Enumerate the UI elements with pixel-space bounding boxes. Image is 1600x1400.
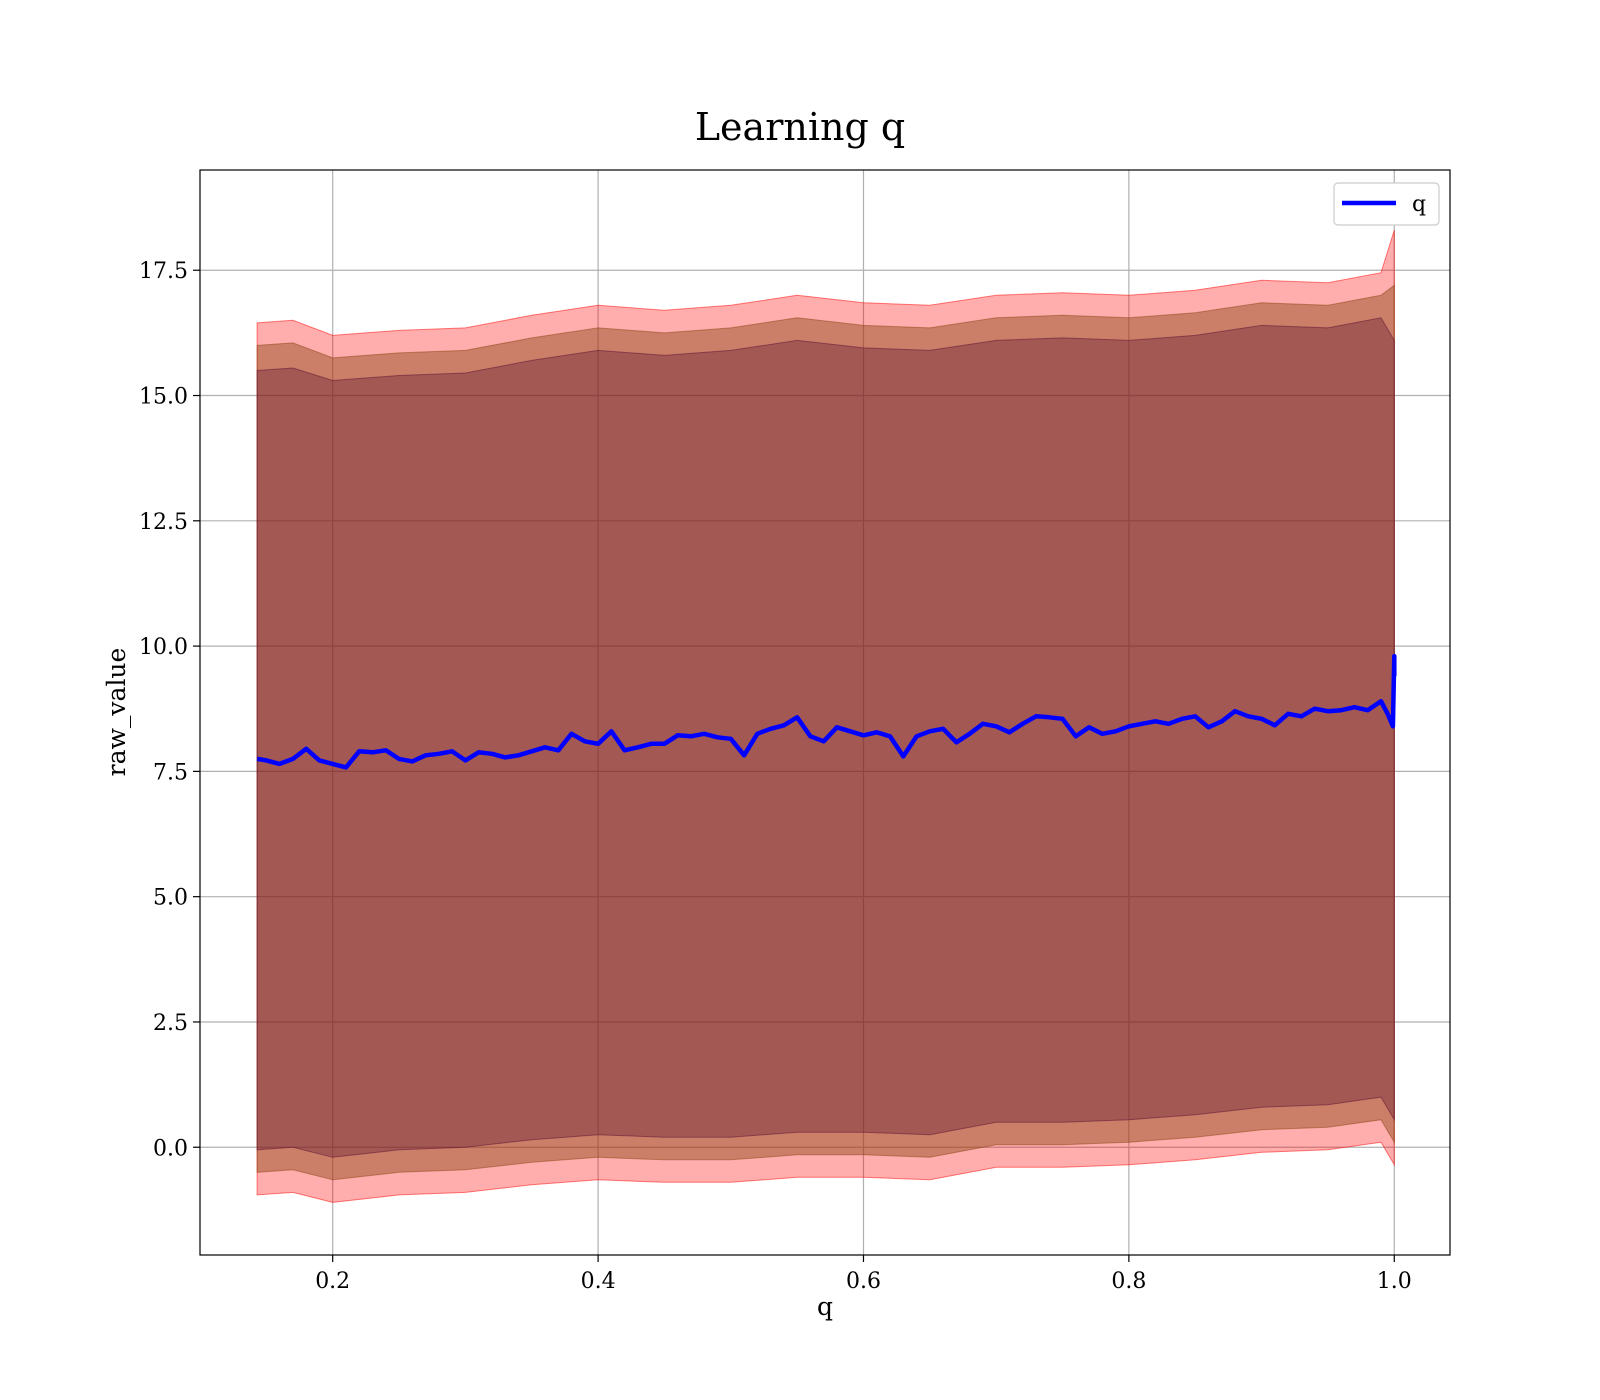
y-tick-label: 7.5 (153, 760, 188, 785)
x-tick-label: 0.6 (846, 1269, 881, 1294)
y-axis-label: raw_value (102, 648, 131, 777)
y-tick-label: 15.0 (139, 385, 188, 410)
chart-title: Learning q (695, 105, 905, 149)
x-tick-label: 1.0 (1377, 1269, 1412, 1294)
y-tick-label: 10.0 (139, 635, 188, 660)
legend: q (1333, 182, 1440, 226)
confidence-bands (256, 229, 1395, 1203)
plot-frame (199, 169, 1451, 1256)
y-tick-label: 17.5 (139, 259, 188, 284)
x-tick-label: 0.2 (315, 1269, 350, 1294)
y-tick-label: 0.0 (153, 1136, 188, 1161)
y-axis-ticks: 0.0 2.5 5.0 7.5 10.0 12.5 15.0 17.5 (139, 259, 200, 1161)
y-tick-label: 12.5 (139, 510, 188, 535)
y-tick-label: 2.5 (153, 1011, 188, 1036)
confidence-band-0 (256, 229, 1395, 1203)
x-tick-label: 0.4 (581, 1269, 616, 1294)
legend-label-q: q (1412, 192, 1426, 217)
y-tick-label: 5.0 (153, 886, 188, 911)
x-axis-ticks: 0.2 0.4 0.6 0.8 1.0 (315, 1255, 1412, 1294)
x-axis-label: q (817, 1292, 833, 1321)
series-lines (256, 653, 1397, 770)
confidence-band-1 (256, 284, 1395, 1181)
x-tick-label: 0.8 (1111, 1269, 1146, 1294)
series-line-q (256, 653, 1397, 770)
